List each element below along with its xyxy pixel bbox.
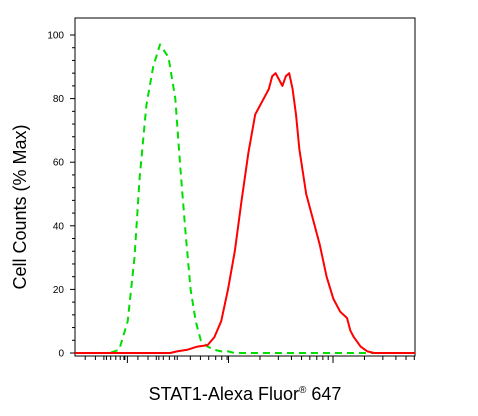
plot-frame — [74, 17, 416, 357]
y-tick-label: 0 — [58, 349, 64, 360]
y-tick-label: 40 — [53, 221, 65, 232]
y-axis-label: Cell Counts (% Max) — [10, 124, 30, 289]
y-tick-label: 20 — [53, 285, 65, 296]
x-axis-label-suffix: 647 — [306, 384, 341, 404]
x-axis-label-main: STAT1-Alexa Fluor — [149, 384, 299, 404]
series-line-2 — [75, 72, 415, 354]
y-axis: 0 20 40 60 80 100 — [47, 31, 75, 360]
x-axis — [84, 356, 415, 363]
series-layer — [75, 43, 415, 354]
x-axis-label: STAT1-Alexa Fluor® 647 — [149, 384, 342, 404]
y-tick-label: 100 — [47, 31, 64, 42]
x-axis-label-superscript: ® — [299, 385, 307, 396]
y-tick-label: 80 — [53, 94, 65, 105]
y-tick-label: 60 — [53, 158, 65, 169]
series-line-1 — [75, 43, 415, 354]
